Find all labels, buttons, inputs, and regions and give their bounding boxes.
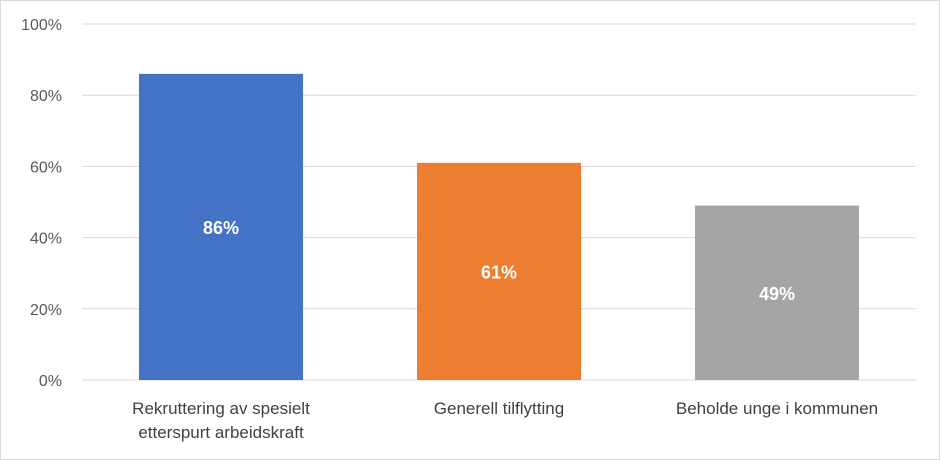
x-tick-label: Beholde unge i kommunen: [676, 399, 878, 418]
y-tick-label: 40%: [30, 231, 62, 248]
x-tick-label: etterspurt arbeidskraft: [138, 423, 304, 442]
bar: [138, 73, 304, 380]
x-tick-label: Generell tilflytting: [434, 399, 564, 418]
x-tick-label: Rekruttering av spesielt: [132, 399, 310, 418]
bar: [416, 162, 582, 380]
bar: [694, 205, 860, 380]
y-tick-label: 20%: [30, 302, 62, 319]
data-label: 86%: [203, 218, 239, 238]
y-tick-label: 0%: [39, 373, 62, 390]
data-label: 61%: [481, 262, 517, 282]
y-tick-label: 80%: [30, 88, 62, 105]
data-label: 49%: [759, 284, 795, 304]
y-tick-label: 60%: [30, 159, 62, 176]
y-tick-label: 100%: [21, 17, 62, 34]
